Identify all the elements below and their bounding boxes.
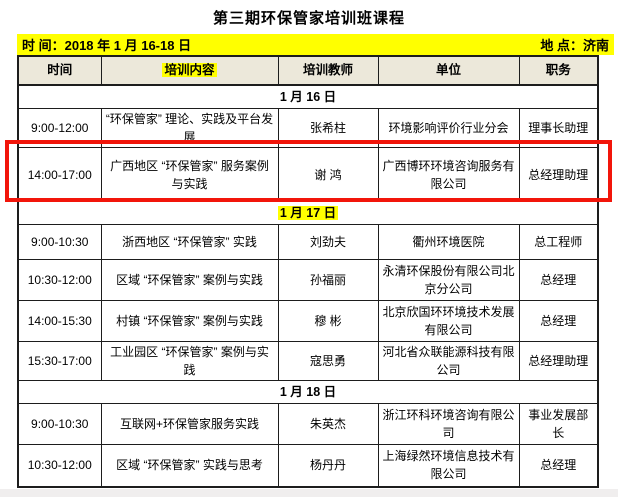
col-header-title: 职务	[518, 55, 599, 86]
cell-unit: 北京欣国环环境技术发展有限公司	[377, 300, 520, 342]
cell-teacher: 寇思勇	[277, 341, 379, 381]
cell-content: “环保管家” 理论、实践及平台发展	[100, 108, 279, 148]
cell-time: 14:00-17:00	[17, 147, 102, 202]
col-header-unit: 单位	[377, 55, 520, 86]
cell-teacher: 孙福丽	[277, 259, 379, 301]
cell-unit: 浙江环科环境咨询有限公司	[377, 403, 520, 445]
cell-teacher: 谢 鸿	[277, 147, 379, 202]
cell-content: 浙西地区 “环保管家” 实践	[100, 224, 279, 260]
course-schedule-table: 时间 培训内容 培训教师 单位 职务 1 月 16 日 9:00-12:00 “…	[17, 55, 599, 488]
cell-title: 总经理	[518, 444, 599, 487]
section-date-jan16: 1 月 16 日	[17, 84, 599, 109]
cell-title: 事业发展部长	[518, 403, 599, 445]
cell-teacher: 穆 彬	[277, 300, 379, 342]
cell-title: 理事长助理	[518, 108, 599, 148]
info-bar: 时 间：2018 年 1 月 16-18 日 地 点：济南	[17, 34, 614, 55]
table-row: 15:30-17:00 工业园区 “环保管家” 案例与实践 寇思勇 河北省众联能…	[17, 341, 599, 381]
cell-content: 区域 “环保管家” 实践与思考	[100, 444, 279, 487]
cell-unit: 永清环保股份有限公司北京分公司	[377, 259, 520, 301]
section-row-jan16: 1 月 16 日	[17, 84, 599, 109]
cell-unit: 环境影响评价行业分会	[377, 108, 520, 148]
header-row: 时间 培训内容 培训教师 单位 职务	[17, 55, 599, 86]
cell-teacher: 朱英杰	[277, 403, 379, 445]
table-row: 9:00-10:30 互联网+环保管家服务实践 朱英杰 浙江环科环境咨询有限公司…	[17, 403, 599, 445]
time-info: 时 间：2018 年 1 月 16-18 日	[22, 38, 192, 53]
cell-content: 工业园区 “环保管家” 案例与实践	[100, 341, 279, 381]
table-row: 14:00-15:30 村镇 “环保管家” 案例与实践 穆 彬 北京欣国环环境技…	[17, 300, 599, 342]
table-row: 9:00-12:00 “环保管家” 理论、实践及平台发展 张希柱 环境影响评价行…	[17, 108, 599, 148]
cell-title: 总经理	[518, 300, 599, 342]
section-date-jan18: 1 月 18 日	[17, 380, 599, 404]
cell-content: 村镇 “环保管家” 案例与实践	[100, 300, 279, 342]
section-row-jan17: 1 月 17 日	[17, 201, 599, 225]
cell-time: 9:00-10:30	[17, 403, 102, 445]
cell-unit: 广西博环环境咨询服务有限公司	[377, 147, 520, 202]
col-header-teacher: 培训教师	[277, 55, 379, 86]
cell-teacher: 杨丹丹	[277, 444, 379, 487]
cell-time: 10:30-12:00	[17, 444, 102, 487]
page-title: 第三期环保管家培训班课程	[212, 10, 405, 27]
cell-time: 14:00-15:30	[17, 300, 102, 342]
cell-time: 15:30-17:00	[17, 341, 102, 381]
table-row-highlighted: 14:00-17:00 广西地区 “环保管家” 服务案例与实践 谢 鸿 广西博环…	[17, 147, 599, 202]
cell-title: 总经理助理	[518, 147, 599, 202]
cell-content: 广西地区 “环保管家” 服务案例与实践	[100, 147, 279, 202]
cell-teacher: 张希柱	[277, 108, 379, 148]
jan17-date-highlight: 1 月 17 日	[277, 205, 339, 220]
bottom-edge	[0, 489, 618, 497]
section-row-jan18: 1 月 18 日	[17, 380, 599, 404]
cell-title: 总工程师	[518, 224, 599, 260]
section-date-jan17: 1 月 17 日	[17, 201, 599, 225]
cell-time: 9:00-10:30	[17, 224, 102, 260]
cell-content: 区域 “环保管家” 案例与实践	[100, 259, 279, 301]
location-info: 地 点：济南	[540, 38, 609, 53]
cell-title: 总经理助理	[518, 341, 599, 381]
cell-content: 互联网+环保管家服务实践	[100, 403, 279, 445]
cell-unit: 上海绿然环境信息技术有限公司	[377, 444, 520, 487]
cell-teacher: 刘劲夫	[277, 224, 379, 260]
cell-title: 总经理	[518, 259, 599, 301]
cell-unit: 衢州环境医院	[377, 224, 520, 260]
content-header-highlight: 培训内容	[162, 63, 217, 78]
table-row: 10:30-12:00 区域 “环保管家” 案例与实践 孙福丽 永清环保股份有限…	[17, 259, 599, 301]
col-header-time: 时间	[17, 55, 102, 86]
table-row: 10:30-12:00 区域 “环保管家” 实践与思考 杨丹丹 上海绿然环境信息…	[17, 444, 599, 487]
cell-time: 9:00-12:00	[17, 108, 102, 148]
table-row: 9:00-10:30 浙西地区 “环保管家” 实践 刘劲夫 衢州环境医院 总工程…	[17, 224, 599, 260]
cell-time: 10:30-12:00	[17, 259, 102, 301]
cell-unit: 河北省众联能源科技有限公司	[377, 341, 520, 381]
col-header-content: 培训内容	[100, 55, 279, 86]
